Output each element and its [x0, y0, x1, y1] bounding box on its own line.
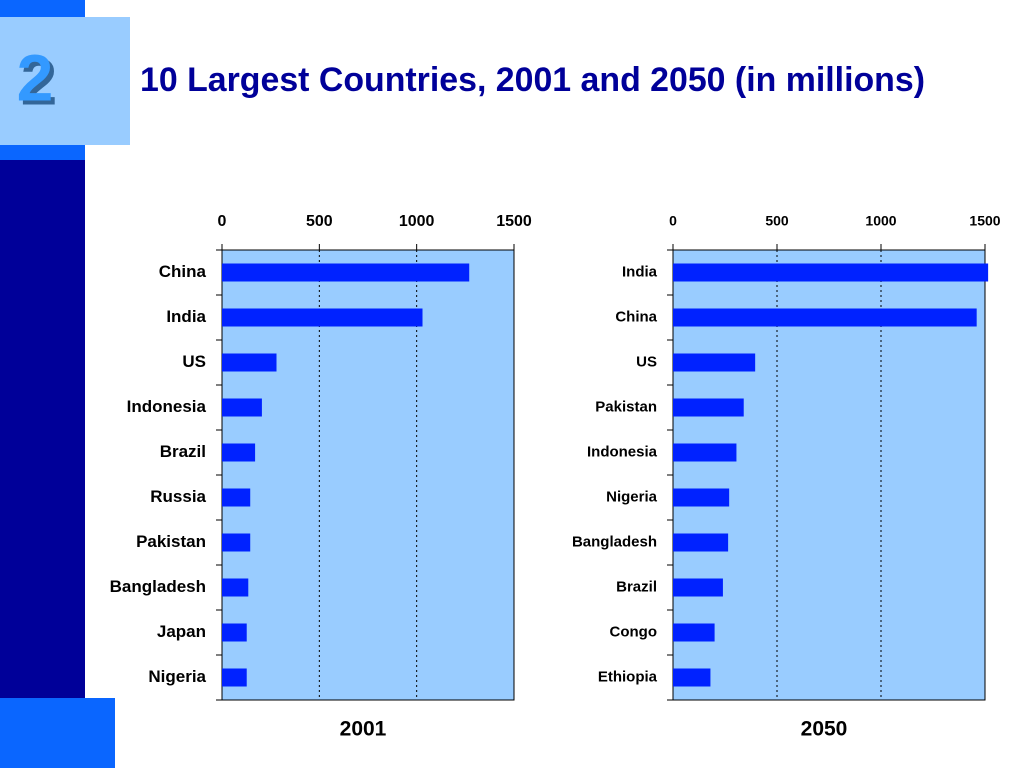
- x-axis-label: 2001: [340, 718, 387, 741]
- sidebar-bottom: [0, 698, 115, 768]
- y-tick-label: Indonesia: [587, 443, 658, 460]
- y-tick-label: Congo: [610, 623, 657, 640]
- slide-title: 10 Largest Countries, 2001 and 2050 (in …: [140, 61, 925, 99]
- bar: [673, 308, 977, 327]
- y-tick-label: Ethiopia: [598, 668, 658, 685]
- bar: [673, 443, 737, 462]
- x-tick-label: 1500: [496, 213, 532, 230]
- y-tick-label: Nigeria: [606, 488, 658, 505]
- sidebar-band: [0, 145, 85, 160]
- y-tick-label: Pakistan: [595, 398, 657, 415]
- bar: [673, 263, 989, 282]
- x-axis-label: 2050: [801, 718, 848, 741]
- sidebar-top: [0, 0, 85, 17]
- bar: [222, 668, 247, 687]
- y-tick-label: US: [182, 352, 206, 371]
- y-tick-label: Bangladesh: [110, 577, 206, 596]
- y-tick-label: Bangladesh: [572, 533, 657, 550]
- y-tick-label: Japan: [157, 622, 206, 641]
- y-tick-label: Brazil: [616, 578, 657, 595]
- bar: [673, 578, 723, 597]
- bar: [222, 398, 262, 417]
- sidebar: [0, 160, 85, 698]
- bar: [222, 488, 251, 507]
- x-tick-label: 1000: [399, 213, 435, 230]
- x-tick-label: 1500: [969, 213, 1000, 229]
- x-tick-label: 1000: [865, 213, 896, 229]
- bar: [673, 668, 711, 687]
- bar: [222, 578, 249, 597]
- bar: [222, 533, 251, 552]
- bar: [222, 443, 256, 462]
- x-tick-label: 0: [669, 213, 677, 229]
- y-tick-label: Indonesia: [127, 397, 207, 416]
- y-tick-label: Russia: [150, 487, 206, 506]
- x-tick-label: 0: [218, 213, 227, 230]
- y-tick-label: India: [166, 307, 206, 326]
- y-tick-label: China: [615, 308, 657, 325]
- y-tick-label: India: [622, 263, 658, 280]
- bar: [673, 623, 715, 642]
- bar: [673, 533, 729, 552]
- bar: [222, 623, 247, 642]
- y-tick-label: Brazil: [160, 442, 206, 461]
- bar: [222, 308, 423, 327]
- slide-number-shadow: 2: [21, 44, 58, 118]
- bar: [673, 353, 756, 372]
- x-tick-label: 500: [765, 213, 789, 229]
- y-tick-label: US: [636, 353, 657, 370]
- bar: [673, 488, 730, 507]
- slide-number: 2: [17, 40, 54, 114]
- bar: [673, 398, 744, 417]
- y-tick-label: Pakistan: [136, 532, 206, 551]
- number-box: [0, 17, 130, 145]
- bar: [222, 353, 277, 372]
- y-tick-label: China: [159, 262, 207, 281]
- bar: [222, 263, 470, 282]
- y-tick-label: Nigeria: [148, 667, 206, 686]
- x-tick-label: 500: [306, 213, 333, 230]
